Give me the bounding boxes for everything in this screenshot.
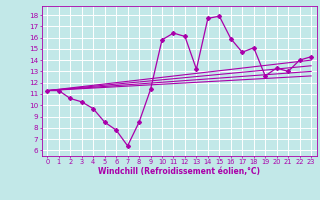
X-axis label: Windchill (Refroidissement éolien,°C): Windchill (Refroidissement éolien,°C) <box>98 167 260 176</box>
